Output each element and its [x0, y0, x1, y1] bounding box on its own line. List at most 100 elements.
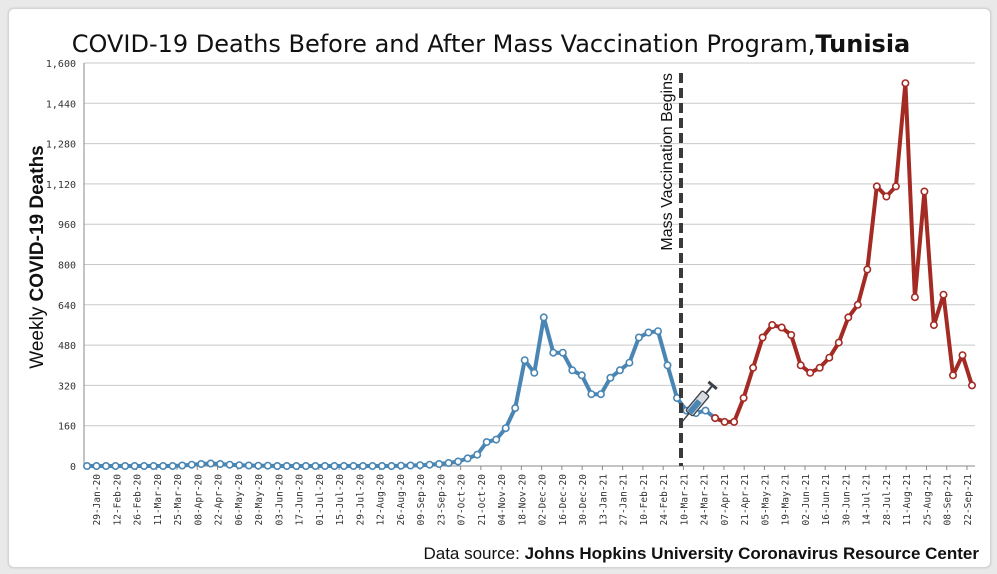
x-tick-label: 07-Oct-20 — [457, 474, 468, 526]
data-point — [701, 406, 710, 415]
data-point — [406, 461, 415, 470]
data-point — [425, 460, 434, 469]
data-point — [187, 460, 196, 469]
x-tick-label: 14-Jul-21 — [862, 474, 873, 526]
x-tick-label: 02-Jun-21 — [801, 474, 812, 526]
data-point — [606, 373, 615, 382]
data-point — [387, 461, 396, 470]
data-point — [301, 461, 310, 470]
chart-frame: COVID-19 Deaths Before and After Mass Va… — [8, 8, 991, 568]
y-tick-label: 1,440 — [46, 99, 76, 110]
x-tick-label: 26-Feb-20 — [133, 474, 144, 526]
y-tick-label: 1,280 — [46, 140, 76, 151]
data-point — [130, 461, 139, 470]
data-point — [825, 353, 834, 362]
data-point — [958, 351, 967, 360]
data-point — [102, 461, 111, 470]
x-tick-label: 20-May-20 — [254, 474, 265, 526]
chart-title-country: Tunisia — [815, 30, 910, 58]
series-line-before-vaccination — [85, 315, 718, 468]
data-point — [891, 182, 900, 191]
data-point — [396, 461, 405, 470]
series-group — [83, 79, 976, 470]
data-point — [663, 361, 672, 370]
data-point — [739, 393, 748, 402]
data-point — [920, 187, 929, 196]
syringe-plunger-cap — [707, 380, 718, 391]
x-tick-label: 28-Jul-21 — [882, 474, 893, 526]
data-point — [815, 363, 824, 372]
x-tick-label: 10-Mar-21 — [679, 474, 690, 526]
data-point — [834, 338, 843, 347]
syringe-icon — [680, 380, 718, 423]
vaccination-marker: Mass Vaccination Begins — [659, 73, 718, 466]
data-point — [149, 461, 158, 470]
x-tick-label: 08-Apr-20 — [193, 474, 204, 526]
syringe-fluid — [687, 399, 702, 415]
data-point — [416, 461, 425, 470]
data-point — [939, 290, 948, 299]
x-tick-label: 23-Sep-20 — [436, 474, 447, 526]
data-point — [777, 323, 786, 332]
data-point — [225, 460, 234, 469]
x-tick-label: 08-Sep-21 — [943, 474, 954, 526]
x-tick-label: 09-Sep-20 — [416, 474, 427, 526]
data-point — [653, 327, 662, 336]
x-tick-label: 30-Dec-20 — [578, 474, 589, 526]
x-tick-label: 19-May-21 — [781, 474, 792, 526]
data-point — [615, 366, 624, 375]
y-tick-label: 960 — [58, 220, 76, 231]
x-tick-label: 05-May-21 — [760, 474, 771, 526]
data-point — [206, 459, 215, 468]
x-tick-label: 16-Dec-20 — [558, 474, 569, 526]
data-point — [967, 381, 976, 390]
data-point — [159, 461, 168, 470]
data-point — [463, 454, 472, 463]
x-tick-label: 11-Aug-21 — [902, 474, 913, 526]
y-axis-label-prefix: Weekly — [27, 306, 48, 368]
data-point — [492, 435, 501, 444]
data-point — [254, 461, 263, 470]
x-tick-label: 13-Jan-21 — [598, 474, 609, 526]
x-tick-label: 10-Feb-21 — [639, 474, 650, 526]
data-point — [853, 300, 862, 309]
x-tick-label: 01-Jul-20 — [315, 474, 326, 526]
x-tick-label: 07-Apr-21 — [720, 474, 731, 526]
x-tick-label: 11-Mar-20 — [153, 474, 164, 526]
data-point — [358, 461, 367, 470]
data-point — [901, 79, 910, 88]
data-point — [111, 461, 120, 470]
chart-svg: COVID-19 Deaths Before and After Mass Va… — [27, 30, 979, 563]
data-point — [83, 461, 92, 470]
x-tick-label: 24-Mar-21 — [700, 474, 711, 526]
data-point — [720, 417, 729, 426]
x-tick-label: 29-Jan-20 — [92, 474, 103, 526]
x-tick-label: 17-Jun-20 — [295, 474, 306, 526]
data-point — [368, 461, 377, 470]
x-tick-label: 30-Jun-21 — [841, 474, 852, 526]
data-point — [511, 404, 520, 413]
x-tick-label: 02-Dec-20 — [538, 474, 549, 526]
data-point — [140, 461, 149, 470]
data-point — [520, 356, 529, 365]
x-tick-label: 12-Feb-20 — [112, 474, 123, 526]
x-tick-label: 16-Jun-21 — [821, 474, 832, 526]
data-point — [558, 348, 567, 357]
data-point — [577, 371, 586, 380]
data-source-name: Johns Hopkins University Coronavirus Res… — [525, 544, 980, 563]
data-source: Data source: Johns Hopkins University Co… — [423, 544, 979, 563]
data-point — [339, 461, 348, 470]
data-point — [197, 459, 206, 468]
data-point — [844, 313, 853, 322]
syringe-plunger-rod — [705, 385, 714, 395]
data-point — [758, 333, 767, 342]
data-point — [749, 363, 758, 372]
y-tick-label: 640 — [58, 301, 76, 312]
data-point — [435, 459, 444, 468]
y-tick-label: 800 — [58, 261, 76, 272]
data-point — [330, 461, 339, 470]
series-line-after-vaccination — [713, 81, 974, 424]
y-tick-label: 1,120 — [46, 180, 76, 191]
data-point — [872, 182, 881, 191]
y-tick-label: 160 — [58, 422, 76, 433]
